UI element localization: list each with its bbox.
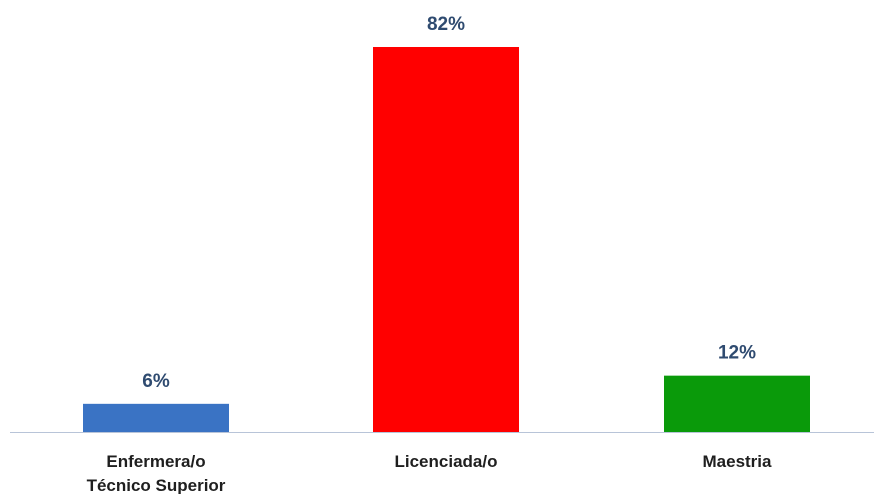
bar-3 [664,375,810,432]
data-label-3: 12% [718,343,756,364]
category-label-line: Maestria [703,452,773,471]
category-label-line: Licenciada/o [395,452,498,471]
category-label-3: Maestria [703,452,773,471]
bar-1 [83,403,229,432]
category-label-line: Enfermera/o [106,452,205,471]
bar-2 [373,47,519,432]
data-label-1: 6% [142,371,170,392]
category-label-line: Técnico Superior [87,476,226,494]
category-label-1: Enfermera/o Técnico Superior [87,452,226,494]
category-label-2: Licenciada/o [395,452,498,471]
data-label-2: 82% [427,14,465,35]
